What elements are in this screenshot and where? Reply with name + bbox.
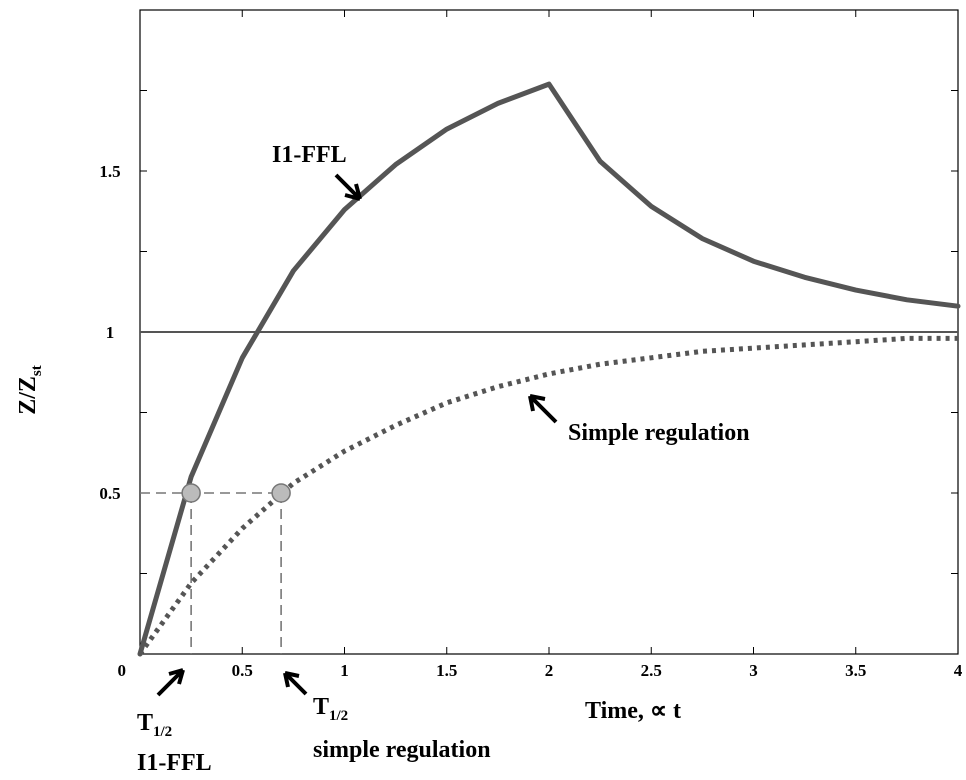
half-time-guides (140, 492, 282, 654)
x-tick-label: 4 (954, 661, 963, 680)
x-tick-label: 2 (545, 661, 554, 680)
series-simple-regulation-line (137, 335, 958, 656)
x-tick-label: 3 (749, 661, 758, 680)
y-axis-title-sub: st (29, 365, 45, 376)
t-half-ffl-name: I1-FFL (137, 750, 212, 776)
axis-ticks: 0 0.5 1 1.5 2 2.5 3 3.5 4 0.5 1 1.5 (99, 10, 963, 680)
t-half-ffl-symbol: T1/2 (137, 710, 172, 740)
t-half-simple-name: simple regulation (313, 737, 491, 763)
simple-regulation-label: Simple regulation (568, 420, 750, 446)
x-tick-label: 2.5 (641, 661, 662, 680)
x-tick-label: 1.5 (436, 661, 457, 680)
y-tick-label: 0.5 (99, 484, 120, 503)
x-tick-label: 3.5 (845, 661, 866, 680)
y-axis-title-main: Z/Z (15, 376, 41, 415)
series-group (137, 81, 961, 657)
x-tick-label: 0 (118, 661, 127, 680)
t-half-ffl-arrow (156, 668, 185, 697)
t-half-simple-symbol: T1/2 (313, 694, 348, 724)
t-half-simple-arrow (283, 671, 308, 696)
y-tick-label: 1 (106, 323, 115, 342)
half-time-points (181, 483, 291, 503)
svg-text:Z/Zst: Z/Zst (15, 365, 45, 415)
ffl-label: I1-FFL (272, 142, 347, 168)
y-tick-label: 1.5 (99, 162, 120, 181)
ffl-arrow (334, 173, 362, 201)
half-time-point (271, 483, 291, 503)
series-i1-ffl-line (137, 81, 961, 657)
y-axis-title: Z/Zst (15, 365, 45, 415)
x-tick-label: 0.5 (232, 661, 253, 680)
x-axis-title: Time, ∝ t (585, 698, 681, 724)
x-tick-label: 1 (340, 661, 349, 680)
simple-regulation-arrow (528, 394, 558, 424)
half-time-point (181, 483, 201, 503)
